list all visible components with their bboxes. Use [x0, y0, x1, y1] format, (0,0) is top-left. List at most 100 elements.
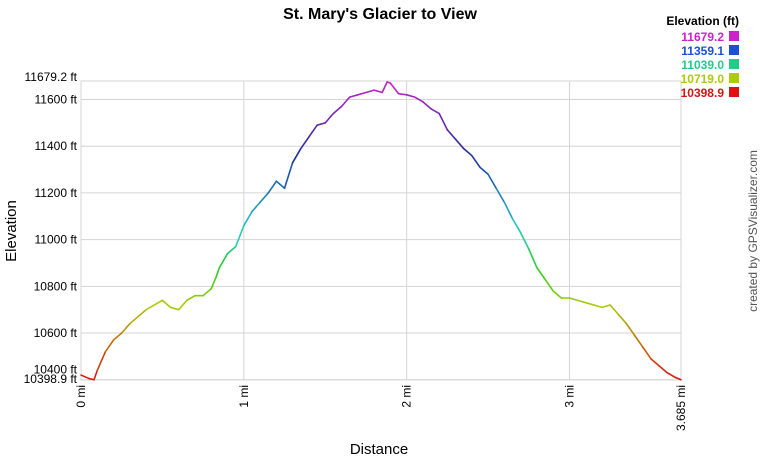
y-tick-label: 10400 ft: [34, 363, 78, 377]
legend-swatch: [729, 31, 739, 41]
line-segment: [527, 248, 538, 269]
line-segment: [202, 287, 213, 297]
line-segment: [462, 147, 473, 157]
x-tick-label: 3.685 mi: [674, 385, 688, 431]
line-segment: [177, 299, 188, 311]
line-segment: [365, 89, 375, 94]
line-segment: [291, 147, 302, 164]
line-segment: [389, 82, 400, 95]
line-segment: [511, 217, 522, 234]
line-segment: [186, 294, 196, 302]
plot-area: [80, 80, 682, 381]
line-segment: [308, 124, 318, 138]
line-segment: [283, 161, 294, 190]
line-segment: [104, 339, 115, 353]
line-segment: [218, 252, 229, 269]
line-segment: [234, 224, 245, 248]
line-segment: [169, 306, 180, 311]
line-segment: [536, 266, 546, 281]
line-segment: [381, 81, 388, 94]
y-tick-label: 10600 ft: [34, 326, 78, 340]
y-tick-label: 11000 ft: [35, 233, 78, 247]
line-segment: [267, 180, 278, 194]
y-axis-title: Elevation: [3, 200, 20, 262]
line-segment: [438, 112, 449, 131]
line-segment: [251, 201, 261, 213]
line-segment: [658, 364, 668, 374]
line-segment: [568, 297, 579, 302]
series-line: [80, 81, 682, 381]
line-segment: [666, 371, 677, 379]
legend-entry-label: 10398.9: [681, 86, 725, 100]
legend-swatch: [729, 73, 739, 83]
line-segment: [430, 108, 441, 115]
line-segment: [210, 276, 217, 290]
line-segment: [96, 350, 107, 372]
x-axis-ticks: 0 mi 1 mi 2 mi 3 mi 3.685 mi: [74, 385, 688, 431]
legend-entry-label: 10719.0: [681, 72, 725, 86]
line-segment: [593, 304, 603, 309]
line-segment: [674, 376, 682, 381]
legend-entry-label: 11359.1: [681, 44, 724, 58]
line-segment: [356, 91, 367, 96]
legend-title: Elevation (ft): [666, 14, 739, 28]
legend-swatch: [729, 59, 739, 69]
line-segment: [340, 96, 351, 108]
line-segment: [633, 334, 644, 348]
y-tick-label: 10800 ft: [34, 279, 78, 293]
line-segment: [503, 201, 514, 220]
x-tick-label: 0 mi: [74, 385, 88, 408]
legend-swatch: [729, 87, 739, 97]
line-segment: [413, 96, 424, 103]
line-segment: [112, 332, 123, 341]
line-segment: [129, 308, 147, 325]
line-segment: [226, 245, 237, 255]
y-tick-label: 11400 ft: [35, 139, 78, 153]
line-segment: [576, 299, 587, 304]
line-segment: [487, 173, 497, 190]
line-segment: [470, 154, 481, 169]
line-segment: [161, 299, 172, 309]
line-segment: [316, 122, 327, 126]
y-tick-label: 11200 ft: [35, 186, 78, 200]
line-segment: [454, 138, 465, 150]
line-segment: [300, 136, 310, 150]
line-segment: [215, 266, 221, 278]
legend: Elevation (ft) 11679.211359.111039.01071…: [666, 14, 739, 100]
line-segment: [332, 105, 343, 115]
grid: [80, 80, 682, 381]
x-tick-label: 2 mi: [400, 385, 414, 408]
line-segment: [584, 301, 595, 306]
line-segment: [259, 192, 270, 204]
x-axis-title: Distance: [350, 441, 408, 458]
line-segment: [120, 322, 131, 334]
line-segment: [479, 166, 489, 176]
line-segment: [552, 290, 563, 299]
plot-border: [80, 80, 682, 381]
credit-text: created by GPSVisualizer.com: [746, 150, 760, 312]
line-segment: [422, 101, 432, 110]
line-segment: [609, 304, 620, 316]
y-tick-label: 10398.9 ft: [24, 372, 78, 386]
line-segment: [446, 129, 457, 140]
line-segment: [519, 231, 530, 250]
line-segment: [80, 374, 90, 380]
legend-entry-label: 11039.0: [681, 58, 724, 72]
y-tick-label: 11679.2 ft: [25, 70, 78, 84]
line-segment: [397, 92, 408, 96]
line-segment: [617, 313, 628, 325]
line-segment: [88, 377, 95, 381]
line-segment: [243, 210, 253, 227]
y-tick-label: 11600 ft: [35, 92, 78, 106]
line-segment: [275, 180, 286, 190]
line-segment: [495, 187, 506, 204]
line-segment: [373, 89, 384, 94]
line-segment: [544, 278, 554, 292]
x-tick-label: 3 mi: [562, 385, 576, 408]
line-segment: [93, 369, 99, 381]
line-segment: [641, 346, 652, 360]
line-segment: [145, 299, 164, 311]
line-segment: [625, 322, 636, 337]
